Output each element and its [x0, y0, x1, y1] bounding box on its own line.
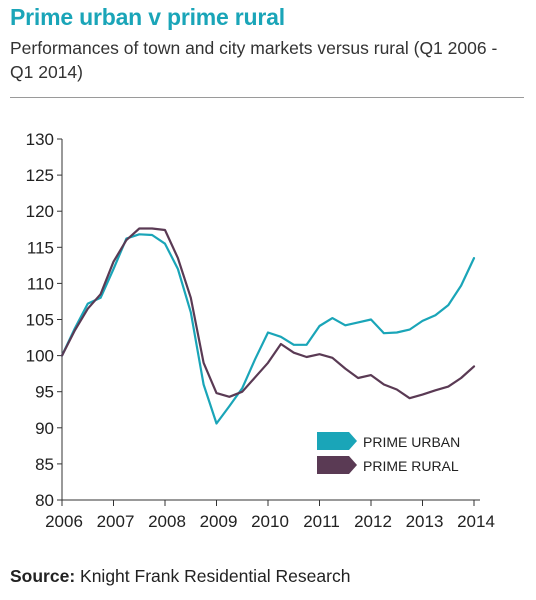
chart-subtitle: Performances of town and city markets ve… — [10, 38, 498, 82]
x-axis-ticks: 2006 2007 2008 2009 2010 2011 2012 2013 2014 — [45, 500, 495, 531]
y-tick-label: 120 — [26, 202, 54, 221]
series-line-prime-rural — [60, 227, 476, 400]
y-tick-label: 85 — [35, 455, 54, 474]
y-tick-label: 100 — [26, 347, 54, 366]
x-tick-label: 2011 — [303, 512, 340, 531]
y-tick-label: 110 — [27, 274, 54, 293]
y-axis-ticks: 80 85 90 95 100 105 110 115 120 125 130 — [26, 130, 62, 510]
y-tick-label: 90 — [35, 419, 54, 438]
x-tick-label: 2014 — [457, 512, 495, 531]
chart-title: Prime urban v prime rural — [10, 4, 285, 30]
source-text: Knight Frank Residential Research — [80, 566, 351, 586]
x-tick-label: 2010 — [251, 512, 289, 531]
legend-label-prime-urban: PRIME URBAN — [363, 434, 460, 450]
header-divider — [10, 97, 524, 98]
x-tick-label: 2013 — [406, 512, 444, 531]
y-tick-label: 115 — [27, 238, 54, 257]
y-tick-label: 95 — [35, 383, 54, 402]
series-lines — [60, 227, 476, 425]
source-label: Source: — [10, 566, 76, 586]
series-line-prime-urban — [60, 233, 476, 425]
x-tick-label: 2007 — [97, 512, 135, 531]
x-tick-label: 2012 — [354, 512, 392, 531]
y-tick-label: 130 — [26, 130, 54, 149]
source-note: Source: Knight Frank Residential Researc… — [10, 566, 350, 587]
legend-swatch-prime-rural — [317, 456, 357, 474]
y-tick-label: 80 — [35, 491, 54, 510]
x-tick-label: 2006 — [45, 512, 83, 531]
x-tick-label: 2008 — [148, 512, 186, 531]
y-tick-label: 105 — [26, 311, 54, 330]
y-tick-label: 125 — [26, 166, 54, 185]
chart-legend: PRIME URBAN PRIME RURAL — [317, 432, 460, 474]
x-tick-label: 2009 — [200, 512, 238, 531]
legend-label-prime-rural: PRIME RURAL — [363, 458, 459, 474]
legend-swatch-prime-urban — [317, 432, 357, 450]
